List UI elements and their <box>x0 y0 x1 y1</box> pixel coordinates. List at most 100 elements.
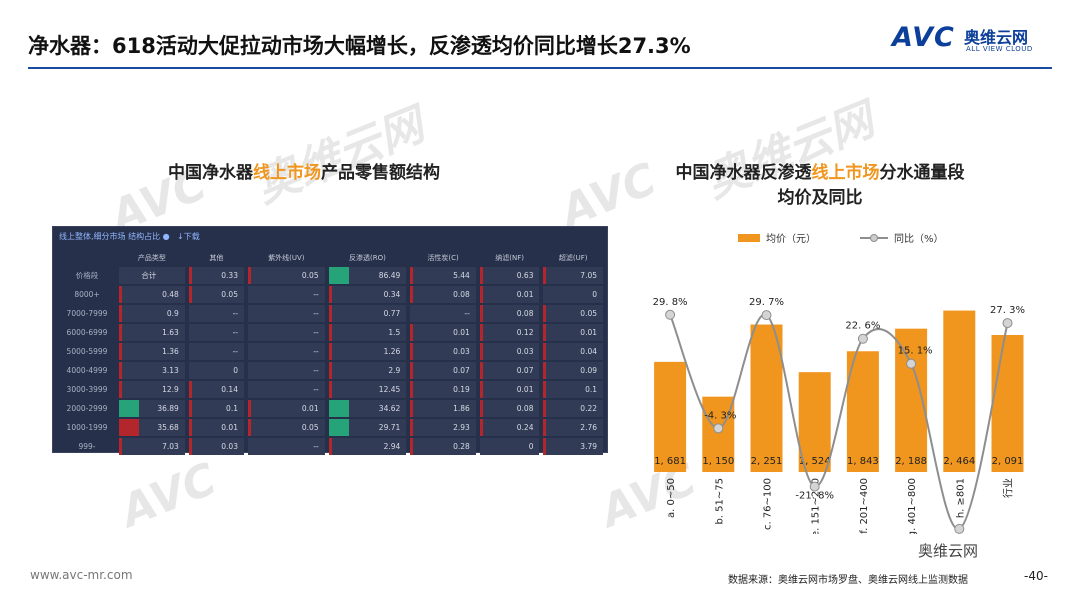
table-cell: -- <box>187 305 246 322</box>
cell-box: 0.05 <box>247 267 325 284</box>
cell-value: 3.79 <box>580 442 597 451</box>
cell-value: -- <box>232 328 238 337</box>
cell-box: -- <box>188 343 244 360</box>
cell-value: 86.49 <box>378 271 401 280</box>
yoy-point <box>713 423 724 434</box>
bar <box>991 335 1024 472</box>
bar <box>846 351 879 472</box>
table-cell: 34.62 <box>327 400 409 417</box>
cell-share-bar <box>119 400 139 417</box>
cell-share-bar <box>247 267 251 284</box>
cell-box: 0.77 <box>328 305 407 322</box>
bar <box>943 310 976 472</box>
cell-box: 0.03 <box>188 438 244 455</box>
cell-share-bar <box>119 419 139 436</box>
table-cell: 0 <box>478 438 542 455</box>
cell-box: -- <box>188 305 244 322</box>
footer-source: 数据来源：奥维云网市场罗盘、奥维云网线上监测数据 <box>728 575 968 586</box>
cell-box: -- <box>247 286 325 303</box>
cell-share-bar <box>188 419 192 436</box>
cell-share-bar <box>119 286 122 303</box>
row-label: 5000-5999 <box>66 347 108 356</box>
table-cell: 0.05 <box>246 419 327 436</box>
legend-label-bar: 均价（元） <box>766 233 816 245</box>
cell-box: 2.76 <box>543 419 603 436</box>
yoy-value-label: -4. 3% <box>704 410 736 421</box>
table-cell: 1.5 <box>327 324 409 341</box>
table-cell: 12.45 <box>327 381 409 398</box>
yoy-value-label: 29. 7% <box>749 297 784 308</box>
cell-share-bar <box>119 305 122 322</box>
bar <box>750 324 783 472</box>
cell-box: 2.94 <box>328 438 407 455</box>
cell-box: 0.48 <box>119 286 185 303</box>
table-cell: 0.01 <box>478 381 542 398</box>
cell-value: 0.08 <box>453 290 470 299</box>
cell-value: 0.07 <box>453 366 470 375</box>
cell-value: 0.05 <box>301 271 319 280</box>
x-tick-label: a. 0~50 <box>666 478 677 518</box>
cell-value: 0.24 <box>516 423 534 432</box>
column-header: 超滤(UF) <box>558 254 588 262</box>
cell-box: -- <box>247 305 325 322</box>
legend-label-line: 同比（%） <box>894 233 944 245</box>
download-link[interactable]: ↓下载 <box>177 232 200 241</box>
bar-value-label: 1, 150 <box>702 456 734 467</box>
cell-box: 0 <box>188 362 244 379</box>
column-header: 其他 <box>209 254 224 262</box>
cell-box: -- <box>410 305 476 322</box>
cell-box: 0.34 <box>328 286 407 303</box>
table-cell: 0.03 <box>478 343 542 360</box>
cell-share-bar <box>410 324 414 341</box>
dashboard-header[interactable]: 线上整体,细分市场 结构占比 ● <box>59 232 170 241</box>
cell-share-bar <box>543 419 547 436</box>
yoy-value-label: -21. 8% <box>795 491 834 502</box>
cell-value: 0 <box>592 290 597 299</box>
left-title-a: 中国净水器 <box>168 163 253 183</box>
yoy-point <box>665 309 676 320</box>
row-label: 8000+ <box>74 290 100 299</box>
table-cell: 0.04 <box>541 343 605 360</box>
x-tick-label: h. ≥801 <box>955 478 966 518</box>
cell-box: -- <box>247 438 325 455</box>
cell-box: 0 <box>479 438 540 455</box>
cell-share-bar <box>410 362 414 379</box>
cell-share-bar <box>328 438 332 455</box>
cell-box: -- <box>247 324 325 341</box>
cell-box: 0.14 <box>188 381 244 398</box>
cell-share-bar <box>410 419 414 436</box>
table-row: 4000-4999 3.13 0 -- 2.9 0.07 0.07 0.09 <box>57 362 605 379</box>
cell-box: 0.05 <box>247 419 325 436</box>
right-chart-title: 中国净水器反渗透线上市场分水通量段 均价及同比 <box>640 158 1000 208</box>
cell-value: 2.76 <box>580 423 597 432</box>
cell-box: -- <box>188 324 244 341</box>
cell-box: 12.9 <box>119 381 185 398</box>
row-label: 999- <box>78 442 96 451</box>
footer-url[interactable]: www.avc-mr.com <box>30 568 133 582</box>
cell-value: 0.12 <box>516 328 534 337</box>
bar-value-label: 1, 843 <box>847 456 879 467</box>
cell-value: 0.01 <box>516 290 534 299</box>
cell-value: 0.03 <box>221 442 238 451</box>
avc-logo: AVC 奥维云网 ALL VIEW CLOUD <box>892 22 1062 58</box>
cell-box: 0.01 <box>479 286 540 303</box>
right-title-highlight: 线上市场 <box>811 163 880 183</box>
cell-share-bar <box>247 419 251 436</box>
cell-box: 0.07 <box>410 362 476 379</box>
cell-value: 0.19 <box>453 385 470 394</box>
cell-share-bar <box>543 343 547 360</box>
structure-dashboard: 线上整体,细分市场 结构占比 ● ↓下载 产品类型 其他 紫外线(UV) 反渗透(RO… <box>52 226 608 455</box>
yoy-point <box>906 358 917 369</box>
table-cell: 0.77 <box>327 305 409 322</box>
bar-value-label: 2, 188 <box>895 456 927 467</box>
cell-share-bar <box>543 305 547 322</box>
table-row: 6000-6999 1.63 -- -- 1.5 0.01 0.12 0.01 <box>57 324 605 341</box>
x-tick-label: g. 401~800 <box>907 478 918 534</box>
cell-value: 35.68 <box>157 423 179 432</box>
cell-value: 29.71 <box>378 423 401 432</box>
column-header: 紫外线(UV) <box>268 254 305 262</box>
watermark-mark: AVC <box>113 453 224 538</box>
cell-share-bar <box>543 381 547 398</box>
table-cell: -- <box>187 343 246 360</box>
table-cell: 3.13 <box>117 362 187 379</box>
